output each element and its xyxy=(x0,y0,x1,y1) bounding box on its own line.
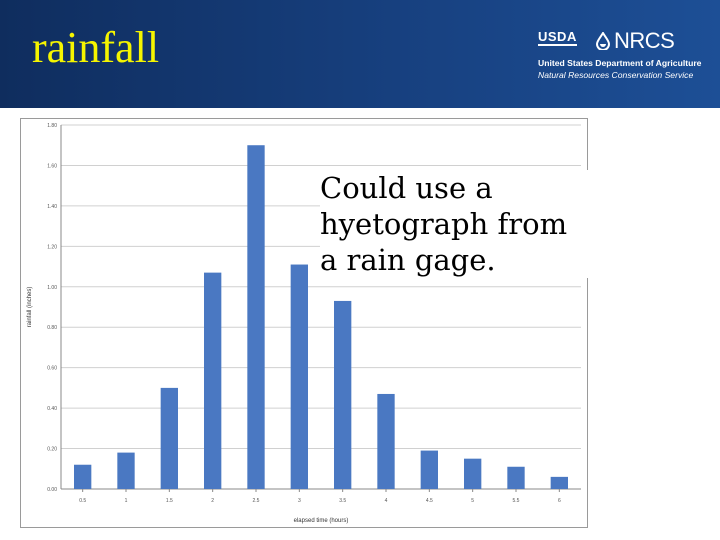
y-tick-label: 1.00 xyxy=(47,285,57,291)
bar xyxy=(290,264,308,489)
bar xyxy=(507,466,525,489)
bar xyxy=(160,387,178,489)
slide-note: Could use a hyetograph from a rain gage. xyxy=(320,170,590,278)
bar xyxy=(334,300,352,489)
x-tick-label: 1 xyxy=(125,498,128,504)
logo-service-text: Natural Resources Conservation Service xyxy=(538,70,694,80)
bar xyxy=(464,458,482,489)
y-tick-label: 0.60 xyxy=(47,366,57,372)
y-axis-title: rainfall (inches) xyxy=(27,287,33,328)
y-tick-label: 0.00 xyxy=(47,487,57,493)
slide-title: rainfall xyxy=(32,23,160,72)
water-drop-icon xyxy=(595,32,611,50)
y-tick-label: 0.20 xyxy=(47,447,57,453)
logo-department-text: United States Department of Agriculture xyxy=(538,58,702,68)
hyetograph-svg: 0.00 0.20 0.40 0.60 0.80 1.00 1.20 1.40 1.60 1.80… xyxy=(27,123,581,524)
bar xyxy=(420,450,438,489)
x-tick-label: 4 xyxy=(385,498,388,504)
slide-header: rainfall USDA NRCS United States Departm… xyxy=(0,0,720,108)
x-tick-label: 2.5 xyxy=(253,498,260,504)
x-tick-label: 3 xyxy=(298,498,301,504)
x-tick-label: 6 xyxy=(558,498,561,504)
bar xyxy=(247,145,265,489)
y-tick-label: 0.40 xyxy=(47,406,57,412)
x-tick-label: 3.5 xyxy=(339,498,346,504)
x-tick-label: 2 xyxy=(211,498,214,504)
usda-logo-text: USDA xyxy=(538,29,577,46)
y-tick-label: 1.80 xyxy=(47,123,57,129)
x-tick-label: 1.5 xyxy=(166,498,173,504)
bar xyxy=(377,393,395,489)
bar xyxy=(74,464,92,489)
x-tick-label: 5.5 xyxy=(513,498,520,504)
bar xyxy=(117,452,135,489)
y-tick-label: 0.80 xyxy=(47,325,57,331)
x-tick-label: 0.5 xyxy=(79,498,86,504)
bar xyxy=(550,476,568,489)
bar xyxy=(204,272,222,489)
x-tick-label: 4.5 xyxy=(426,498,433,504)
y-tick-label: 1.40 xyxy=(47,204,57,210)
nrcs-logo-text: NRCS xyxy=(614,28,675,53)
usda-nrcs-logo: USDA NRCS United States Department of Ag… xyxy=(538,30,708,80)
y-tick-label: 1.20 xyxy=(47,244,57,250)
y-tick-label: 1.60 xyxy=(47,163,57,169)
x-tick-label: 5 xyxy=(471,498,474,504)
x-axis-title: elapsed time (hours) xyxy=(294,518,349,524)
